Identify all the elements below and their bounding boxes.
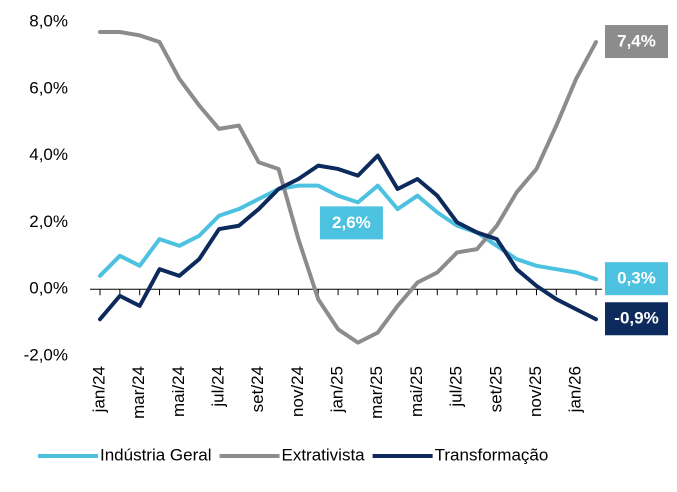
value-label-box	[319, 206, 383, 240]
y-tick-label: 0,0%	[29, 279, 68, 298]
x-tick-label: jul/25	[447, 366, 466, 408]
y-tick-label: -2,0%	[24, 345, 68, 364]
value-label: 0,3%	[617, 269, 656, 288]
value-label: 7,4%	[617, 32, 656, 51]
series-line	[98, 183, 598, 282]
value-label: 2,6%	[332, 213, 371, 232]
y-tick-label: 4,0%	[29, 145, 68, 164]
legend-label: Extrativista	[282, 445, 366, 464]
y-tick-label: 6,0%	[29, 78, 68, 97]
value-label-box	[605, 302, 668, 336]
x-tick-label: jul/24	[209, 366, 228, 408]
x-tick-label: mai/24	[169, 366, 188, 417]
x-tick-label: mai/25	[407, 366, 426, 417]
series-line	[98, 153, 598, 322]
y-tick-label: 8,0%	[29, 11, 68, 30]
x-tick-label: set/25	[486, 366, 505, 412]
legend-label: Transformação	[435, 445, 549, 464]
series-line	[98, 30, 598, 345]
x-tick-label: set/24	[248, 366, 267, 412]
x-tick-label: nov/24	[288, 366, 307, 417]
x-tick-label: mar/25	[367, 366, 386, 419]
x-tick-label: nov/25	[526, 366, 545, 417]
legend-label: Indústria Geral	[100, 445, 212, 464]
value-label: -0,9%	[614, 309, 658, 328]
x-tick-label: jan/26	[566, 366, 585, 413]
y-tick-label: 2,0%	[29, 212, 68, 231]
value-label-box	[605, 262, 668, 296]
x-tick-label: mar/24	[129, 366, 148, 419]
value-label-box	[605, 25, 668, 59]
x-tick-label: jan/25	[328, 366, 347, 413]
x-tick-label: jan/24	[89, 366, 108, 413]
